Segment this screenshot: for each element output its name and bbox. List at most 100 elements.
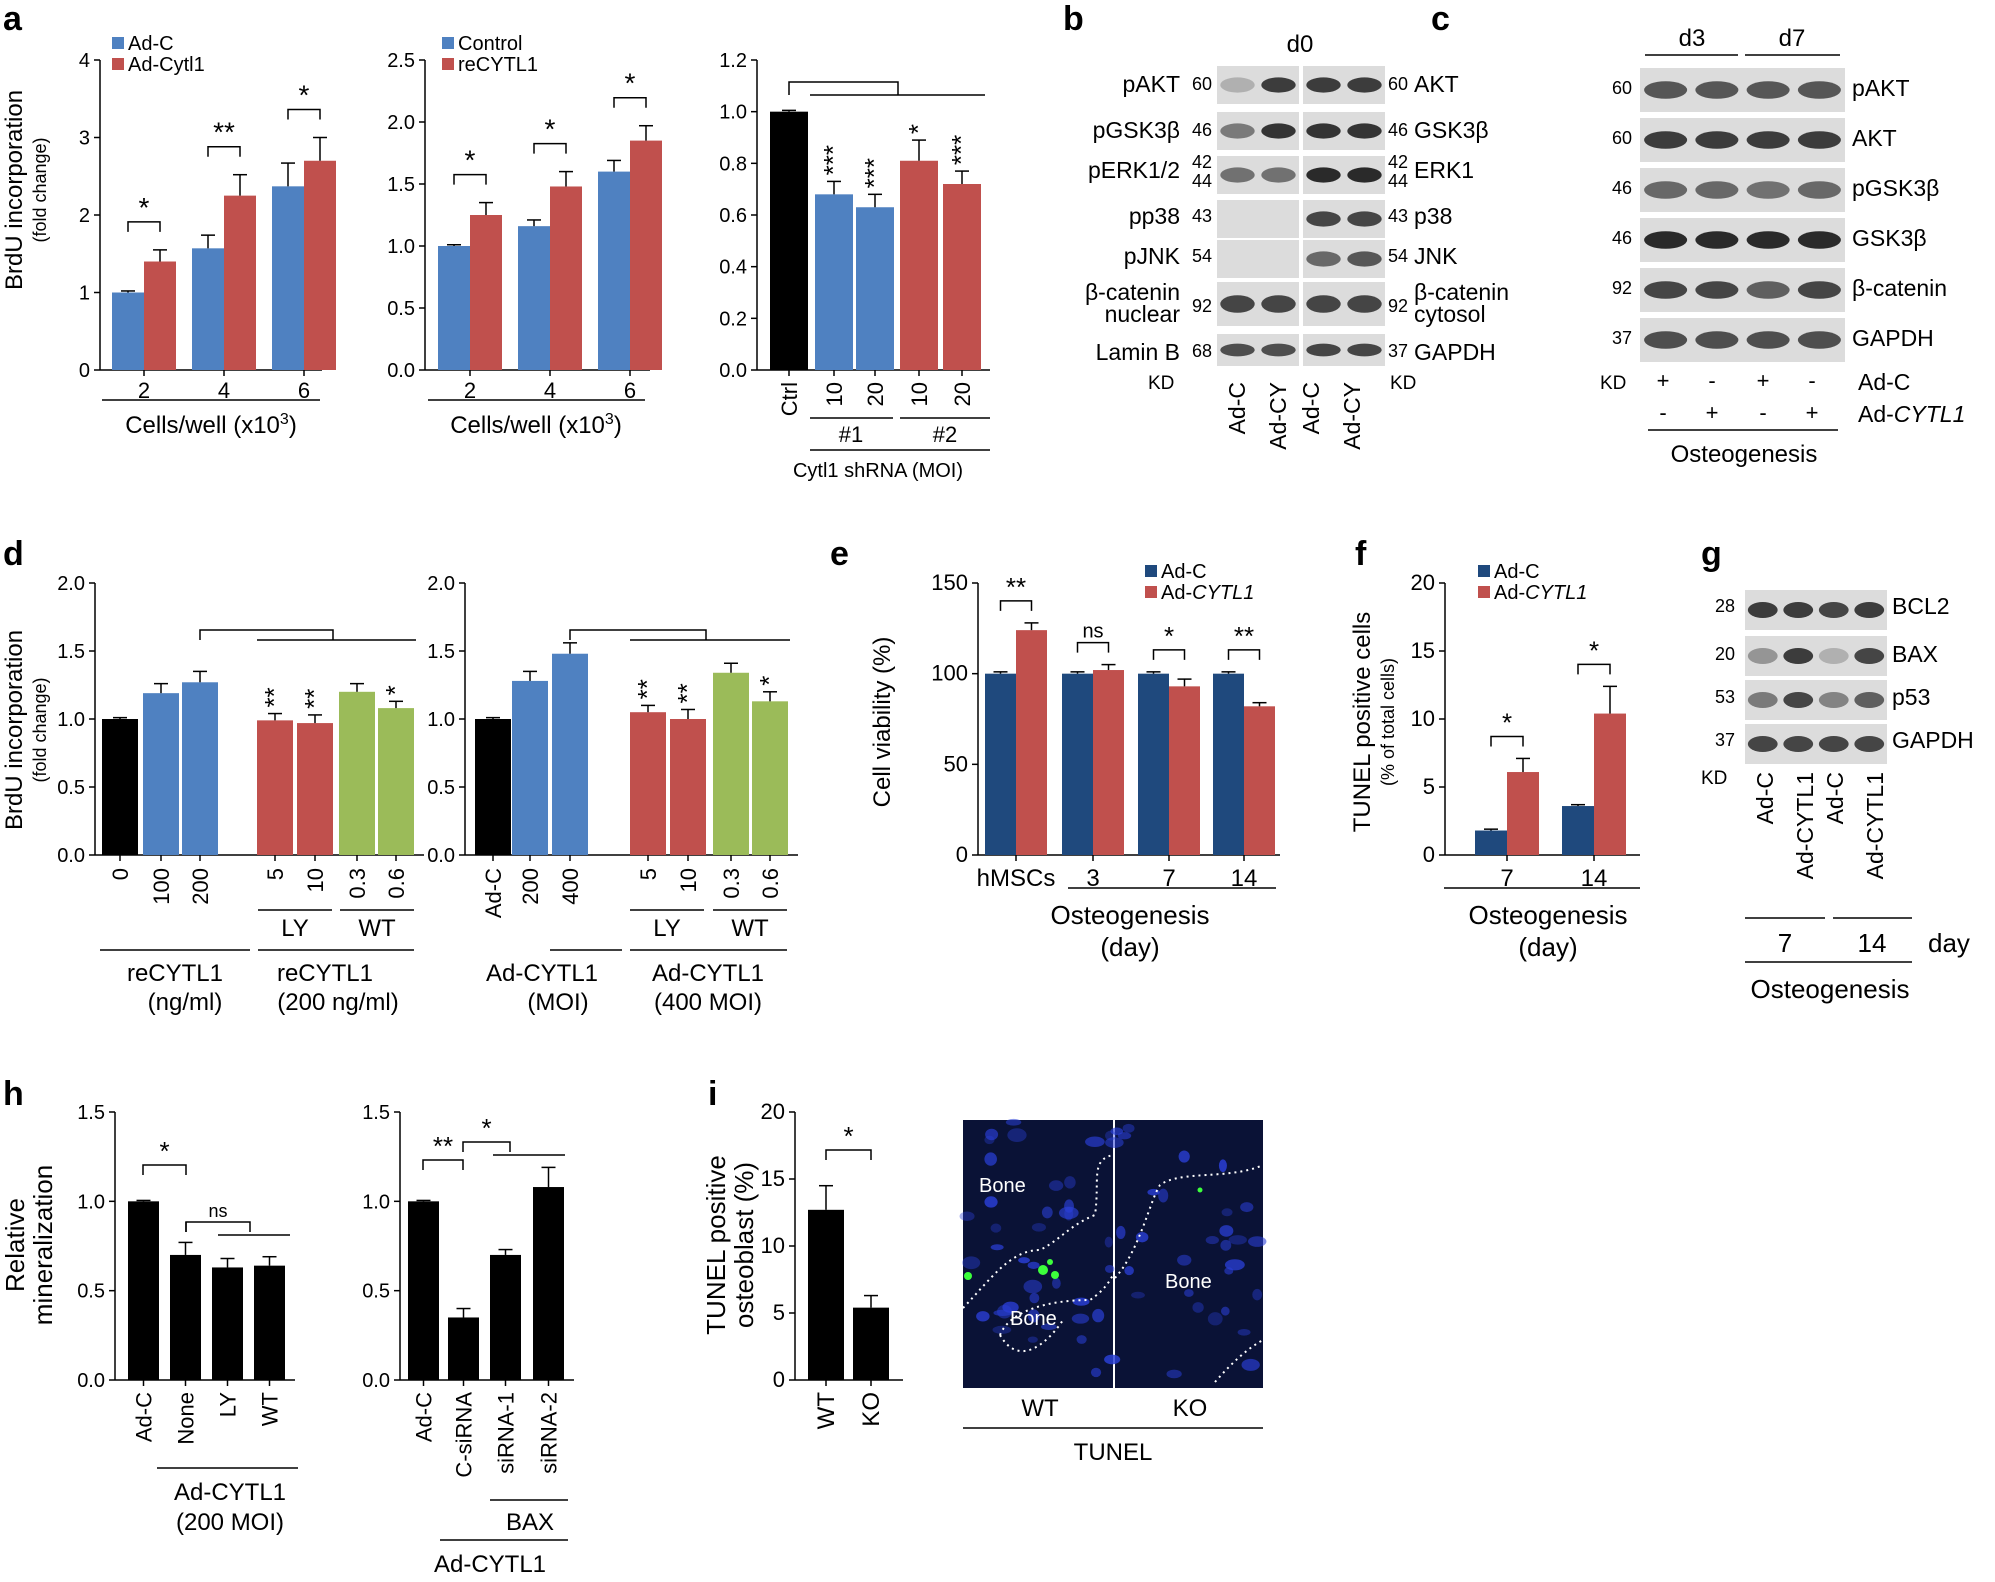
nucleus: [1147, 1188, 1160, 1196]
nucleus: [1072, 1297, 1090, 1306]
x-tick-label: 5: [636, 868, 661, 880]
g-kd-label: KD: [1701, 768, 1727, 789]
blot-band: [1818, 648, 1849, 664]
d2-group-label: (MOI): [527, 989, 588, 1016]
kd-value: 42: [1192, 152, 1212, 172]
bone-label: Bone: [979, 1175, 1026, 1197]
f-xlabel1: Osteogenesis: [1469, 900, 1628, 930]
nucleus: [1085, 1136, 1105, 1147]
nucleus: [1064, 1176, 1076, 1189]
significance-bracket: [185, 1221, 251, 1232]
significance-label: *: [465, 145, 476, 176]
b-left-labels: pAKT pGSK3β pERK1/2 pp38 pJNK β-catenin …: [1085, 71, 1181, 365]
nucleus: [1116, 1225, 1126, 1240]
x-tick-label: 100: [149, 868, 174, 905]
y-tick-label: 0.4: [719, 257, 747, 279]
bar: [470, 215, 502, 370]
significance-bracket: [1490, 735, 1524, 747]
nucleus: [1031, 1223, 1046, 1232]
significance-label: *: [139, 192, 150, 223]
nucleus: [1220, 1239, 1232, 1251]
x-tick-label: 10: [676, 868, 701, 892]
blot-label: BCL2: [1892, 593, 1950, 619]
blot-band: [1797, 281, 1841, 299]
x-tick-label: WT: [258, 1392, 283, 1426]
y-tick-label: 50: [944, 751, 968, 776]
treatment-mark: +: [1657, 368, 1670, 393]
panel-label-f: f: [1355, 535, 1367, 573]
significance-bracket: [613, 96, 647, 108]
d1-ly: LY: [281, 915, 309, 942]
blot-band: [1746, 81, 1790, 99]
y-tick-label: 1.2: [719, 50, 747, 72]
blot-band: [1797, 231, 1841, 249]
x-tick-label: 200: [518, 868, 543, 905]
blot-band: [1306, 251, 1341, 267]
a3-xlabel: Cytl1 shRNA (MOI): [793, 460, 963, 482]
y-tick-label: 2.0: [427, 573, 455, 595]
c-kd: 60 60 46 46 92 37: [1612, 78, 1632, 348]
y-tick-label: 2: [79, 205, 90, 227]
legend-swatch-ad-c: [1478, 565, 1490, 577]
g-day: 7: [1778, 928, 1792, 958]
lane-label: Ad-C: [1298, 382, 1324, 434]
c-footer: Osteogenesis: [1671, 441, 1818, 468]
significance-bracket: [453, 173, 487, 185]
c-group-label: d7: [1779, 25, 1806, 52]
legend-label: Ad-CYTL1: [1161, 582, 1254, 604]
g-day-label: day: [1928, 928, 1970, 958]
c-group-label: d3: [1679, 25, 1706, 52]
kd-value: 37: [1715, 730, 1735, 750]
treatment-mark: +: [1806, 400, 1819, 425]
blot-band: [1818, 736, 1849, 752]
y-tick-label: 1.0: [387, 236, 415, 258]
kd-value: 53: [1715, 687, 1735, 707]
y-tick-label: 150: [931, 570, 968, 595]
significance-bracket: [1227, 649, 1261, 660]
nucleus: [1027, 1261, 1040, 1269]
y-tick-label: 2.0: [57, 573, 85, 595]
blot-band: [1854, 736, 1885, 752]
kd-value: 37: [1388, 341, 1408, 361]
y-tick-label: 0.5: [362, 1281, 390, 1303]
blot-band: [1347, 167, 1382, 183]
chart-h2: 0.00.51.01.5Ad-C C-siRNA siRNA-1 siRNA-2***: [362, 1102, 574, 1478]
bone-outline: [1214, 1339, 1264, 1383]
blot-label: GAPDH: [1414, 339, 1496, 365]
y-tick-label: 0.0: [387, 360, 415, 382]
nucleus: [1184, 1289, 1194, 1297]
h-ylabel2: mineralization: [28, 1165, 58, 1325]
nucleus: [1221, 1306, 1230, 1316]
bone-outline: [999, 1319, 1064, 1353]
y-tick-label: 10: [1411, 706, 1435, 731]
significance-bracket: [287, 108, 321, 120]
bar: [533, 1187, 564, 1380]
blot-band: [1783, 692, 1814, 708]
y-tick-label: 0.0: [362, 1370, 390, 1392]
blot-band: [1783, 648, 1814, 664]
significance-bracket: [199, 629, 334, 640]
significance-bracket: [1577, 663, 1611, 675]
kd-value: 44: [1388, 171, 1408, 191]
legend-label: Ad-C: [1161, 561, 1207, 583]
d2-annotations: LY WT Ad-CYTL1 (MOI) Ad-CYTL1 (400 MOI): [486, 909, 787, 1016]
y-tick-label: 0.2: [719, 308, 747, 330]
kd-value: 43: [1388, 206, 1408, 226]
y-tick-label: 1.0: [77, 1191, 105, 1213]
blot-label: GAPDH: [1892, 727, 1974, 753]
bar: [339, 691, 375, 855]
y-tick-label: 15: [1411, 638, 1435, 663]
treatment-mark: -: [1708, 368, 1715, 393]
lane-label: Ad-C: [1752, 772, 1778, 824]
kd-value: 54: [1192, 246, 1212, 266]
lane-label: Ad-CY: [1265, 382, 1291, 450]
nucleus: [1117, 1132, 1132, 1140]
bar: [1244, 706, 1275, 855]
h1-group1: Ad-CYTL1: [174, 1479, 286, 1506]
blot-label: GAPDH: [1852, 325, 1934, 351]
significance-bracket: [142, 1164, 187, 1175]
blot-band: [1797, 181, 1841, 199]
nucleus: [993, 1309, 1012, 1316]
x-tick-label: KO: [858, 1392, 885, 1427]
